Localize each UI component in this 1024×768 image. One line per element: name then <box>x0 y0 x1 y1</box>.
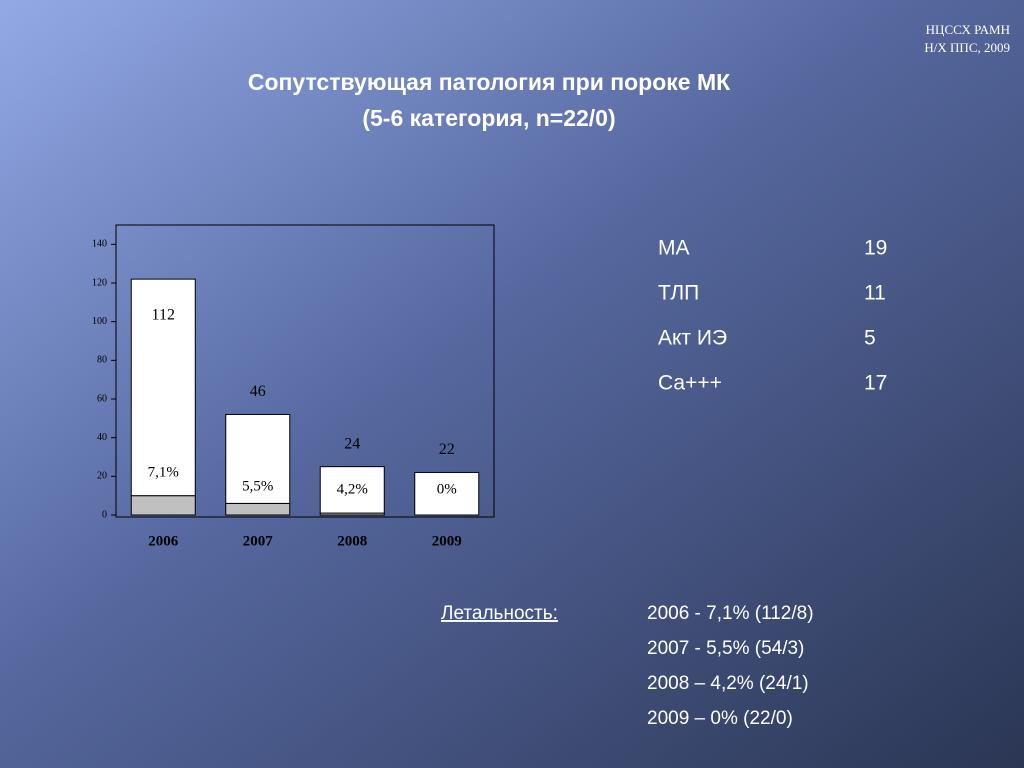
y-tick-label: 120 <box>92 277 107 288</box>
bar-annotation: 5,5% <box>242 478 273 494</box>
mortality-line: 2008 – 4,2% (24/1) <box>647 673 809 694</box>
title-line: Сопутствующая патология при пороке МК <box>248 69 731 95</box>
bar-segment <box>319 466 385 514</box>
bar-annotation: 0% <box>437 481 457 497</box>
y-tick-label: 140 <box>92 239 107 250</box>
table-cell: ТЛП <box>658 282 699 305</box>
table-cell: 19 <box>864 237 887 260</box>
y-tick-label: 0 <box>102 509 107 520</box>
table-cell: Акт ИЭ <box>658 327 727 350</box>
bar-segment <box>130 495 196 516</box>
y-tick-label: 80 <box>97 355 107 366</box>
mortality-label: Летальность: <box>441 603 558 624</box>
mortality-line: 2006 - 7,1% (112/8) <box>647 603 814 624</box>
bar-segment <box>414 471 480 516</box>
bar-segment <box>225 502 291 516</box>
title-line: (5-6 категория, n=22/0) <box>362 105 615 131</box>
table-cell: МА <box>658 237 690 260</box>
table-cell: 17 <box>864 372 887 395</box>
data-label: 46 <box>250 383 266 400</box>
mortality-line: 2009 – 0% (22/0) <box>647 708 793 729</box>
table-cell: Са+++ <box>658 372 722 395</box>
data-label: 22 <box>439 441 455 458</box>
y-tick-label: 20 <box>97 471 107 482</box>
x-tick-label: 2007 <box>243 533 274 549</box>
table-cell: 11 <box>864 282 886 305</box>
bar-annotation: 7,1% <box>148 464 179 480</box>
table-cell: 5 <box>864 327 876 350</box>
x-tick-label: 2008 <box>337 533 367 549</box>
bar-segment <box>225 413 291 504</box>
x-tick-label: 2006 <box>148 533 179 549</box>
x-tick-label: 2009 <box>432 533 462 549</box>
data-label: 112 <box>152 307 175 324</box>
y-tick-label: 100 <box>92 316 107 327</box>
header-dept: Н/Х ППС, 2009 <box>924 40 1010 55</box>
y-tick-label: 40 <box>97 432 107 443</box>
bar-segment <box>130 278 196 497</box>
mortality-line: 2007 - 5,5% (54/3) <box>647 638 804 659</box>
bar-annotation: 4,2% <box>337 481 368 497</box>
data-label: 24 <box>344 435 360 452</box>
y-tick-label: 60 <box>97 393 107 404</box>
header-org: НЦССХ РАМН <box>926 22 1010 37</box>
plot-frame <box>115 224 495 518</box>
